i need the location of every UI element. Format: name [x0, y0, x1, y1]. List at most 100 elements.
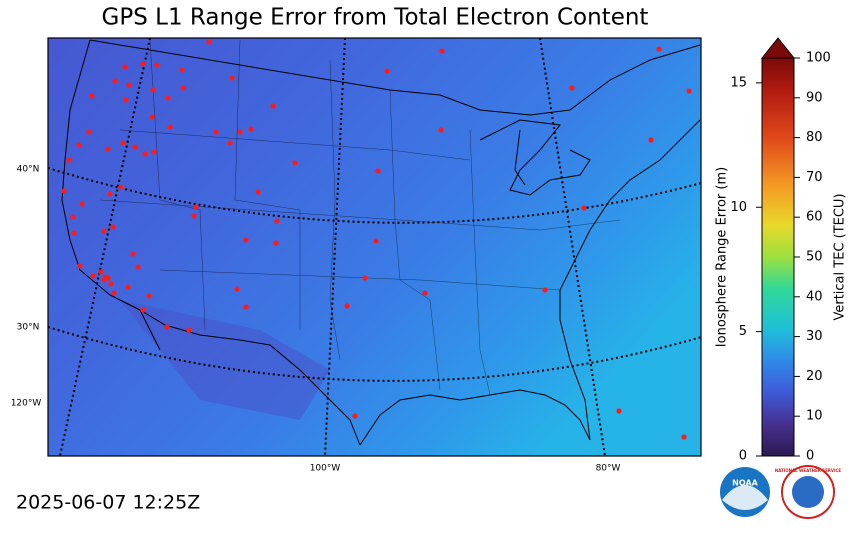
right-tick-label: 80 — [806, 130, 823, 145]
station — [140, 307, 146, 313]
station — [384, 68, 390, 74]
right-tick-label: 60 — [806, 210, 823, 225]
right-tick-label: 70 — [806, 170, 823, 185]
station — [111, 290, 117, 296]
station — [237, 129, 243, 135]
right-axis-label: Vertical TEC (TECU) — [833, 193, 848, 320]
station — [375, 168, 381, 174]
station — [438, 127, 444, 133]
station — [79, 201, 85, 207]
right-tick-label: 0 — [806, 449, 814, 464]
station — [344, 303, 350, 309]
right-tick-label: 30 — [806, 329, 823, 344]
station — [125, 284, 131, 290]
right-tick-label: 40 — [806, 289, 823, 304]
map-background — [48, 38, 701, 456]
station — [229, 75, 235, 81]
station — [180, 85, 186, 91]
station — [167, 124, 173, 130]
stations — [61, 39, 692, 440]
station — [120, 140, 126, 146]
left-tick-label: 15 — [730, 75, 747, 90]
station — [77, 263, 83, 269]
nws-text: NATIONAL WEATHER SERVICE — [775, 468, 842, 473]
station — [132, 144, 138, 150]
station — [140, 61, 146, 67]
graticule — [48, 38, 701, 456]
timestamp: 2025-06-07 12:25Z — [16, 492, 200, 514]
lat-label: 40°N — [17, 165, 40, 175]
station — [118, 184, 124, 190]
station — [149, 114, 155, 120]
station — [154, 62, 160, 68]
lon-label: 100°W — [310, 464, 341, 474]
right-tick-label: 20 — [806, 369, 823, 384]
station — [648, 137, 654, 143]
station — [248, 126, 254, 132]
station — [373, 238, 379, 244]
station — [681, 434, 687, 440]
station — [142, 151, 148, 157]
station — [105, 275, 111, 281]
station — [274, 218, 280, 224]
station — [71, 230, 77, 236]
station — [227, 140, 233, 146]
station — [89, 93, 95, 99]
station — [542, 287, 548, 293]
station — [270, 103, 276, 109]
station — [76, 142, 82, 148]
station — [98, 269, 104, 275]
station — [135, 264, 141, 270]
station — [352, 413, 358, 419]
station — [151, 149, 157, 155]
nws-logo: NATIONAL WEATHER SERVICE — [775, 465, 842, 519]
station — [101, 228, 107, 234]
station — [362, 275, 368, 281]
station — [616, 408, 622, 414]
map-frame — [47, 37, 702, 457]
station — [146, 293, 152, 299]
colorbar — [760, 37, 796, 457]
colorbar-bar — [761, 57, 795, 457]
station — [234, 286, 240, 292]
left-tick-label: 0 — [739, 449, 747, 464]
station — [105, 146, 111, 152]
tec-region — [120, 300, 330, 420]
station — [123, 97, 129, 103]
lon-label: 120°W — [11, 399, 42, 409]
station — [66, 157, 72, 163]
station — [122, 64, 128, 70]
station — [243, 237, 249, 243]
station — [165, 95, 171, 101]
station — [186, 327, 192, 333]
noaa-gull — [722, 485, 768, 510]
station — [213, 129, 219, 135]
station — [126, 82, 132, 88]
left-tick-label: 5 — [739, 324, 747, 339]
station — [107, 191, 113, 197]
station — [90, 273, 96, 279]
station — [191, 213, 197, 219]
station — [164, 324, 170, 330]
station — [101, 277, 107, 283]
map — [48, 38, 701, 456]
station — [193, 204, 199, 210]
station — [422, 290, 428, 296]
station — [179, 67, 185, 73]
title: GPS L1 Range Error from Total Electron C… — [102, 5, 649, 31]
lat-label: 30°N — [17, 323, 40, 333]
station — [439, 48, 445, 54]
station — [581, 205, 587, 211]
left-tick-label: 10 — [730, 200, 747, 215]
station — [569, 85, 575, 91]
right-tick-label: 10 — [806, 409, 823, 424]
station — [108, 281, 114, 287]
station — [150, 87, 156, 93]
station — [292, 160, 298, 166]
left-axis-label: Ionosphere Range Error (m) — [715, 167, 730, 347]
station — [206, 39, 212, 45]
colorbar-extend — [760, 37, 796, 59]
right-tick-label: 90 — [806, 90, 823, 105]
station — [686, 88, 692, 94]
